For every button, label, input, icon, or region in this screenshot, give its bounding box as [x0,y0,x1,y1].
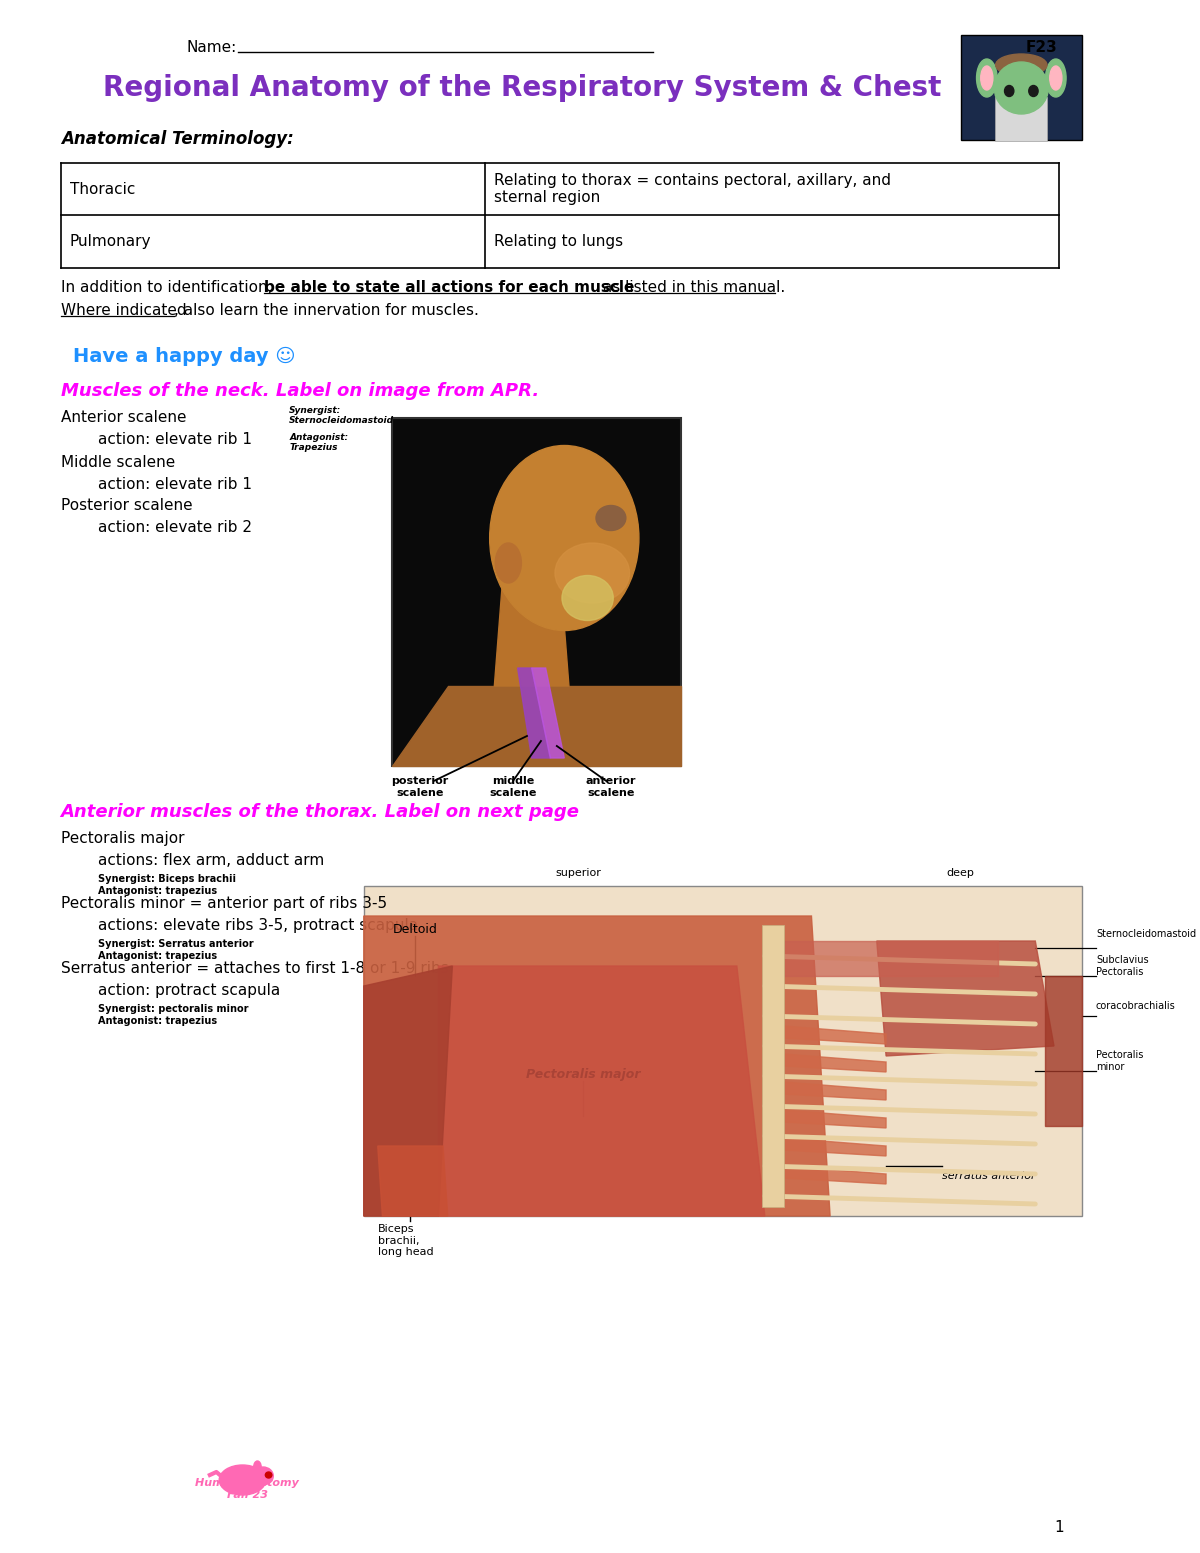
Text: Pectoralis minor = anterior part of ribs 3-5: Pectoralis minor = anterior part of ribs… [61,896,386,912]
Ellipse shape [562,576,613,621]
Text: F23: F23 [1026,40,1057,54]
Text: Have a happy day ☺: Have a happy day ☺ [73,346,295,367]
FancyBboxPatch shape [391,418,680,766]
Ellipse shape [980,65,992,90]
Text: Relating to thorax = contains pectoral, axillary, and
sternal region: Relating to thorax = contains pectoral, … [494,172,892,205]
Text: be able to state all actions for each muscle: be able to state all actions for each mu… [264,280,635,295]
Ellipse shape [1050,65,1062,90]
Polygon shape [784,1054,886,1072]
Text: Posterior scalene: Posterior scalene [61,499,192,512]
Text: In addition to identification,: In addition to identification, [61,280,277,295]
FancyBboxPatch shape [961,36,1082,140]
Ellipse shape [1028,85,1038,96]
Text: action: protract scapula: action: protract scapula [98,983,280,999]
Text: Synergist: pectoralis minor: Synergist: pectoralis minor [98,1003,248,1014]
Polygon shape [784,1027,886,1044]
Ellipse shape [1045,59,1066,96]
Text: Name:: Name: [186,40,236,54]
Ellipse shape [265,1472,272,1478]
Text: action: elevate rib 1: action: elevate rib 1 [98,432,252,447]
Text: Deltoid: Deltoid [392,922,438,936]
Text: Antagonist: trapezius: Antagonist: trapezius [98,950,217,961]
Text: Serratus anterior = attaches to first 1-8 or 1-9 ribs: Serratus anterior = attaches to first 1-… [61,961,449,975]
Ellipse shape [490,446,638,631]
Text: Antagonist: trapezius: Antagonist: trapezius [98,1016,217,1027]
Ellipse shape [1004,85,1014,96]
Polygon shape [1045,975,1082,1126]
Text: Pectoralis major: Pectoralis major [526,1068,640,1081]
Text: coracobrachialis: coracobrachialis [1096,1002,1176,1011]
Text: Biceps
brachii,
long head: Biceps brachii, long head [378,1224,433,1258]
Polygon shape [784,1110,886,1127]
Ellipse shape [996,54,1046,76]
Text: Subclavius
Pectoralis: Subclavius Pectoralis [1096,955,1148,977]
Text: Regional Anatomy of the Respiratory System & Chest: Regional Anatomy of the Respiratory Syst… [103,75,942,102]
Text: action: elevate rib 2: action: elevate rib 2 [98,520,252,534]
Text: Where indicated: Where indicated [61,303,186,318]
Polygon shape [517,668,551,758]
Text: actions: elevate ribs 3-5, protract scapula: actions: elevate ribs 3-5, protract scap… [98,918,418,933]
Polygon shape [391,686,680,766]
Polygon shape [877,941,1054,1056]
Text: serratus anterior: serratus anterior [942,1171,1036,1180]
FancyBboxPatch shape [364,887,1082,1216]
Text: Thoracic: Thoracic [70,182,136,197]
Text: as listed in this manual.: as listed in this manual. [598,280,785,295]
Ellipse shape [253,1461,262,1472]
Polygon shape [364,966,452,1216]
Text: Human Anatomy
Fall 23: Human Anatomy Fall 23 [196,1478,299,1500]
Text: Middle scalene: Middle scalene [61,455,175,471]
Text: Antagonist: trapezius: Antagonist: trapezius [98,887,217,896]
Text: deep: deep [947,868,974,877]
Text: Synergist: Serratus anterior: Synergist: Serratus anterior [98,940,253,949]
FancyBboxPatch shape [995,96,1048,141]
Text: Pectoralis major: Pectoralis major [61,831,184,846]
Text: Muscles of the neck. Label on image from APR.: Muscles of the neck. Label on image from… [61,382,539,401]
Ellipse shape [220,1464,266,1496]
Text: Pulmonary: Pulmonary [70,235,151,248]
Ellipse shape [554,544,630,603]
Text: posterior
scalene: posterior scalene [391,776,449,798]
Text: , also learn the innervation for muscles.: , also learn the innervation for muscles… [174,303,479,318]
Polygon shape [784,1166,886,1183]
FancyBboxPatch shape [762,926,785,1207]
Ellipse shape [977,59,997,96]
Polygon shape [364,916,830,1216]
Text: anterior
scalene: anterior scalene [586,776,636,798]
Text: Synergist: Biceps brachii: Synergist: Biceps brachii [98,874,236,884]
Text: superior: superior [556,868,601,877]
Text: Antagonist:
Trapezius: Antagonist: Trapezius [289,433,348,452]
Text: Anatomical Terminology:: Anatomical Terminology: [61,130,293,148]
Text: Relating to lungs: Relating to lungs [494,235,624,248]
Text: Pectoralis
minor: Pectoralis minor [1096,1050,1144,1072]
Text: Anterior muscles of the thorax. Label on next page: Anterior muscles of the thorax. Label on… [61,803,580,822]
Polygon shape [532,668,564,758]
Polygon shape [438,966,764,1216]
Polygon shape [764,941,998,975]
Polygon shape [378,1146,448,1216]
Ellipse shape [496,544,521,582]
Text: Anterior scalene: Anterior scalene [61,410,186,426]
Text: Synergist:
Sternocleidomastoid: Synergist: Sternocleidomastoid [289,407,395,426]
Ellipse shape [596,505,626,531]
Ellipse shape [995,62,1049,113]
Text: action: elevate rib 1: action: elevate rib 1 [98,477,252,492]
Text: 1: 1 [1054,1520,1063,1534]
Polygon shape [494,565,569,686]
Text: Sternocleidomastoid: Sternocleidomastoid [1096,929,1196,940]
Polygon shape [784,1138,886,1155]
Polygon shape [784,1082,886,1100]
Text: actions: flex arm, adduct arm: actions: flex arm, adduct arm [98,853,324,868]
Text: middle
scalene: middle scalene [490,776,536,798]
Ellipse shape [253,1468,274,1485]
